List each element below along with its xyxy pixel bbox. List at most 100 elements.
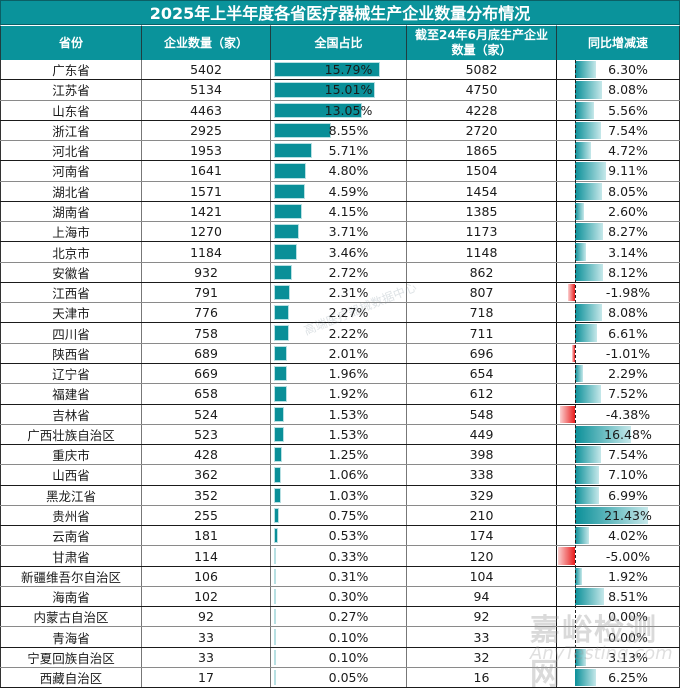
prev-count-cell: 612 (407, 384, 557, 404)
province-cell: 四川省 (0, 323, 142, 343)
share-cell-value: 1.06% (328, 467, 369, 483)
count-cell: 932 (142, 262, 271, 282)
province-cell: 云南省 (0, 526, 142, 546)
province-cell: 河南省 (0, 161, 142, 181)
province-cell: 湖北省 (0, 181, 142, 201)
count-cell: 658 (142, 384, 271, 404)
prev-count-cell: 398 (407, 445, 557, 465)
province-cell-value: 云南省 (52, 529, 90, 545)
share-cell: 0.53% (271, 526, 407, 546)
province-cell-value: 贵州省 (52, 508, 90, 524)
share-cell: 8.55% (271, 120, 407, 141)
prev-count-cell: 210 (407, 505, 557, 526)
growth-cell-value: 0.00% (608, 609, 648, 625)
prev-count-cell-value: 1148 (465, 244, 498, 260)
table-row: 山西省 362 1.06% 338 7.10% (0, 465, 680, 486)
table-row: 西藏自治区 17 0.05% 16 6.25% (0, 667, 680, 689)
growth-cell-value: 3.13% (608, 649, 648, 665)
prev-count-cell: 654 (407, 363, 557, 384)
province-cell-value: 陕西省 (52, 346, 90, 362)
count-cell: 2925 (142, 120, 271, 141)
province-cell-value: 福建省 (52, 387, 90, 403)
prev-count-cell: 92 (407, 607, 557, 627)
share-bar (274, 122, 332, 139)
share-bar (274, 264, 293, 280)
count-cell: 5134 (142, 80, 271, 100)
prev-count-cell-value: 92 (473, 609, 490, 625)
table-row: 山东省 4463 13.05% 4228 5.56% (0, 100, 680, 121)
province-cell-value: 天津市 (52, 306, 90, 322)
growth-cell-value: 0.00% (608, 629, 648, 645)
province-cell-value: 安徽省 (52, 265, 90, 281)
share-bar (274, 386, 287, 402)
province-cell: 海南省 (0, 586, 142, 607)
share-bar (274, 305, 290, 321)
growth-cell-value: 7.10% (608, 467, 648, 483)
share-bar (274, 325, 289, 341)
count-cell-value: 1421 (190, 203, 222, 219)
growth-bar-positive (575, 324, 598, 342)
prev-count-cell: 548 (407, 404, 557, 424)
growth-cell: 6.30% (557, 60, 680, 80)
prev-count-cell: 338 (407, 465, 557, 485)
share-cell-value: 0.05% (328, 670, 369, 686)
share-cell: 3.71% (271, 222, 407, 242)
growth-cell-value: 9.11% (608, 163, 648, 179)
share-bar (274, 548, 277, 564)
share-cell-value: 0.33% (328, 548, 369, 564)
share-cell: 5.71% (271, 141, 407, 161)
growth-bar-negative (558, 547, 575, 565)
growth-cell: 8.05% (557, 181, 680, 201)
count-cell-value: 1641 (190, 163, 222, 179)
count-cell-value: 791 (194, 285, 218, 301)
count-cell: 1184 (142, 242, 271, 262)
prev-count-cell-value: 548 (469, 406, 494, 422)
share-cell-value: 15.79% (324, 62, 373, 78)
share-cell: 1.06% (271, 465, 407, 485)
growth-cell: 8.12% (557, 262, 680, 282)
share-cell-value: 3.71% (328, 224, 369, 240)
growth-cell-value: 8.08% (608, 305, 648, 321)
province-cell: 上海市 (0, 222, 142, 242)
count-cell-value: 689 (194, 345, 218, 361)
growth-bar-positive (575, 223, 604, 241)
prev-count-cell: 94 (407, 586, 557, 607)
table-row: 湖南省 1421 4.15% 1385 2.60% (0, 201, 680, 223)
growth-bar-negative (560, 405, 575, 423)
table-row: 甘肃省 114 0.33% 120 -5.00% (0, 546, 680, 567)
share-cell-value: 1.03% (328, 487, 369, 503)
share-cell-value: 5.71% (328, 143, 369, 159)
province-cell-value: 内蒙古自治区 (33, 610, 109, 626)
province-cell-value: 海南省 (52, 590, 90, 606)
province-cell: 广西壮族自治区 (0, 424, 142, 445)
count-cell: 114 (142, 546, 271, 566)
province-cell: 北京市 (0, 242, 142, 262)
share-cell-value: 15.01% (324, 82, 373, 98)
share-bar (274, 467, 282, 483)
prev-count-cell-value: 862 (469, 264, 494, 280)
prev-count-cell: 718 (407, 303, 557, 323)
growth-cell-value: 6.25% (608, 670, 648, 686)
table-row: 吉林省 524 1.53% 548 -4.38% (0, 404, 680, 425)
count-cell: 106 (142, 566, 271, 586)
prev-count-cell-value: 449 (469, 426, 494, 442)
count-cell: 102 (142, 586, 271, 607)
table-row: 宁夏回族自治区 33 0.10% 32 3.13% (0, 647, 680, 668)
growth-bar-positive (575, 202, 584, 221)
count-cell-value: 669 (194, 366, 218, 382)
share-bar (274, 62, 380, 78)
count-cell-value: 255 (194, 507, 218, 523)
growth-cell-value: 6.30% (608, 62, 648, 78)
share-bar (274, 163, 307, 179)
growth-bar-positive (575, 364, 583, 383)
prev-count-cell: 5082 (407, 60, 557, 80)
province-cell-value: 四川省 (52, 326, 90, 342)
table-row: 辽宁省 669 1.96% 654 2.29% (0, 363, 680, 385)
prev-count-cell-value: 1504 (465, 163, 498, 179)
prev-count-cell: 1865 (407, 141, 557, 161)
table-row: 浙江省 2925 8.55% 2720 7.54% (0, 120, 680, 142)
count-cell: 1953 (142, 141, 271, 161)
share-cell-value: 1.25% (328, 447, 369, 463)
growth-cell-value: 7.54% (608, 447, 648, 463)
